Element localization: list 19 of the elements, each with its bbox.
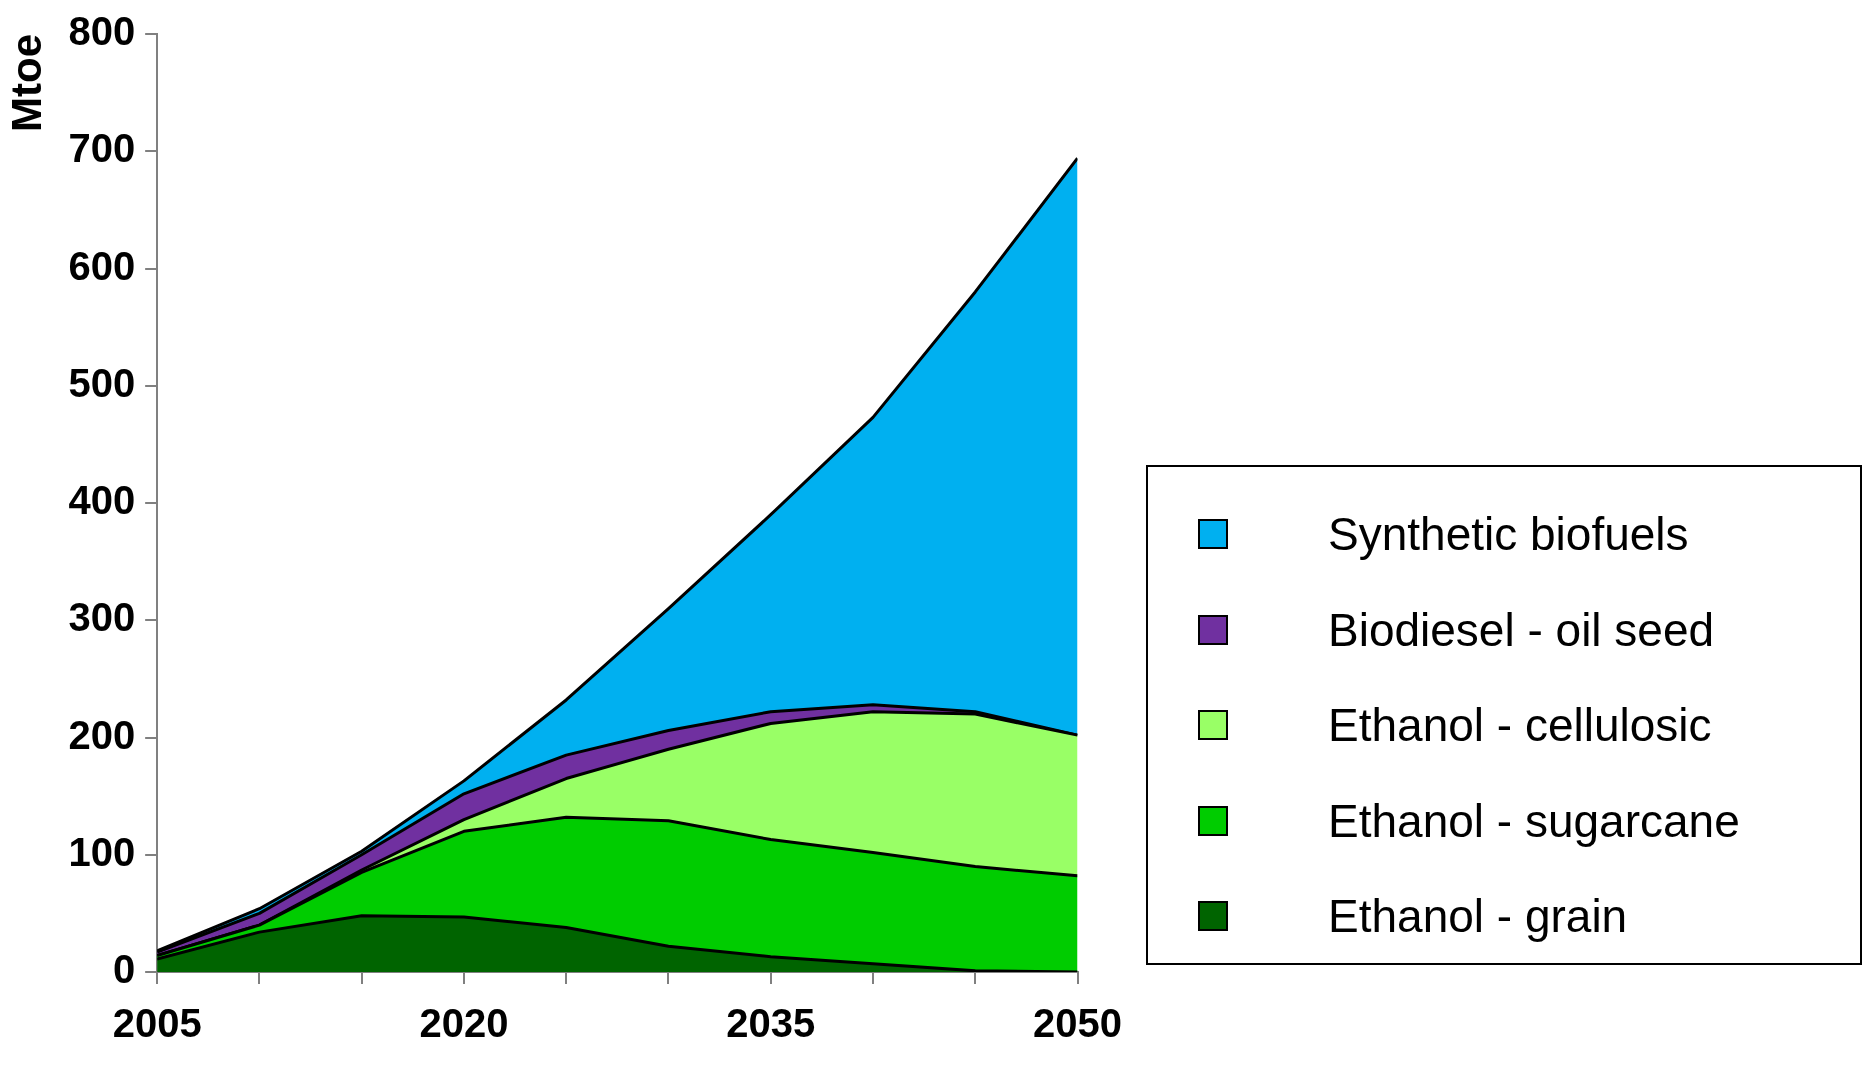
- y-tick-label: 100: [68, 829, 136, 874]
- y-tick-label: 0: [112, 947, 136, 992]
- y-tick-label: 700: [68, 126, 136, 171]
- x-tick-label: 2020: [419, 1001, 509, 1046]
- legend-label: Synthetic biofuels: [1328, 507, 1689, 561]
- y-tick-label: 200: [68, 712, 136, 757]
- y-tick-label: 500: [68, 360, 136, 405]
- legend-label: Biodiesel - oil seed: [1328, 602, 1715, 657]
- y-tick-label: 400: [68, 478, 136, 523]
- legend-label: Ethanol - grain: [1328, 889, 1628, 943]
- x-tick-label: 2050: [1033, 1001, 1122, 1046]
- y-tick-label: 800: [68, 9, 136, 54]
- y-axis-title: Mtoe: [2, 34, 50, 132]
- y-tick-label: 600: [68, 243, 136, 288]
- legend-label: Ethanol - cellulosic: [1328, 698, 1712, 752]
- y-tick-label: 300: [68, 595, 136, 640]
- x-tick-label: 2005: [112, 1001, 202, 1046]
- x-tick-label: 2035: [726, 1001, 816, 1046]
- legend-label: Ethanol - sugarcane: [1328, 793, 1740, 848]
